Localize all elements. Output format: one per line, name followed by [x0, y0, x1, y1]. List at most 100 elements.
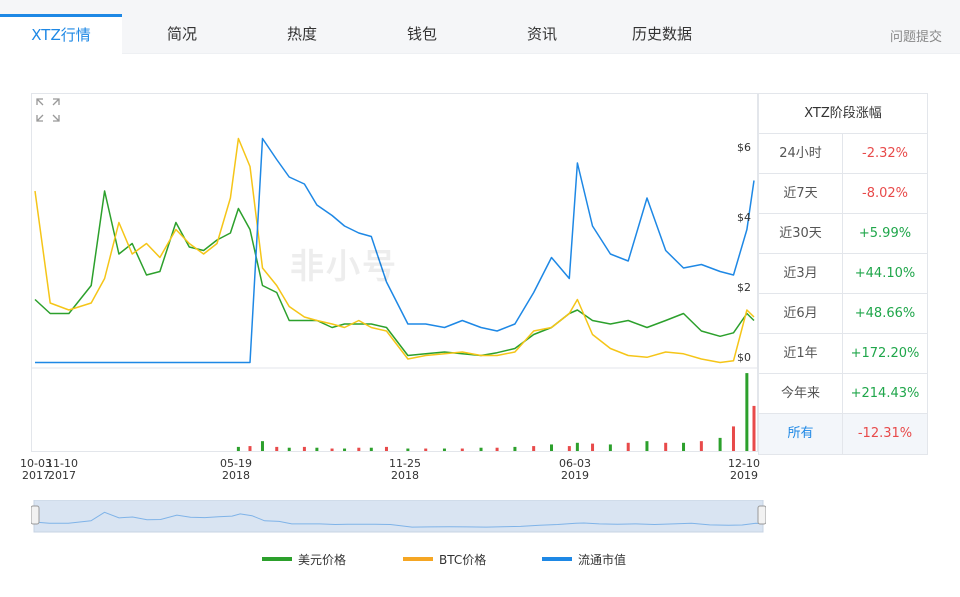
x-tick-label: 12-10 2019	[724, 458, 764, 482]
volume-bar	[645, 441, 649, 451]
volume-bar	[682, 442, 686, 451]
volume-bar	[608, 444, 612, 451]
legend-label: BTC价格	[439, 552, 487, 567]
feedback-link[interactable]: 问题提交	[889, 30, 942, 45]
navigator-handle-right[interactable]	[757, 505, 767, 525]
volume-bar	[567, 446, 571, 451]
stage-value: +5.99%	[858, 226, 912, 241]
stage-label: 近1年	[759, 334, 843, 373]
tab-xtz-market[interactable]: XTZ行情	[0, 14, 122, 54]
tab-news[interactable]: 资讯	[526, 25, 557, 43]
x-tick-year: 2018	[222, 469, 250, 482]
volume-bar	[532, 446, 536, 451]
legend-swatch	[542, 557, 572, 561]
tab-popularity[interactable]: 热度	[286, 25, 317, 43]
volume-bar	[745, 373, 749, 451]
stage-label: 近3月	[759, 254, 843, 293]
x-tick-date: 11-10	[46, 457, 78, 470]
stage-value: +44.10%	[854, 266, 916, 281]
stage-label: 所有	[759, 414, 843, 454]
volume-bar	[664, 442, 668, 451]
stage-row[interactable]: 近1年 +172.20%	[759, 334, 927, 374]
x-tick-year: 2017	[48, 469, 76, 482]
navigator-background	[33, 499, 764, 533]
volume-bar	[330, 448, 334, 451]
volume-bar	[718, 437, 722, 451]
tab-history-data[interactable]: 历史数据	[631, 25, 692, 43]
navigator-handle-left[interactable]	[30, 505, 40, 525]
volume-bar	[287, 447, 291, 451]
volume-bar	[424, 448, 428, 451]
stage-value: +214.43%	[850, 386, 920, 401]
series-line-2	[35, 137, 755, 364]
volume-bar	[479, 447, 483, 451]
stage-value: +48.66%	[854, 306, 916, 321]
stage-row[interactable]: 近3月 +44.10%	[759, 254, 927, 294]
legend-btc-price[interactable]: BTC价格	[403, 550, 486, 568]
x-tick-year: 2018	[391, 469, 419, 482]
x-tick-date: 05-19	[220, 457, 252, 470]
volume-bar	[357, 447, 361, 451]
volume-bar	[460, 448, 464, 451]
stage-value: +172.20%	[850, 346, 920, 361]
x-tick-label: 06-03 2019	[555, 458, 595, 482]
x-tick-label: 05-19 2018	[216, 458, 256, 482]
price-chart-area: 非小号	[31, 93, 758, 452]
tab-bar: XTZ行情 简况 热度 钱包 资讯 历史数据 问题提交	[0, 0, 960, 54]
volume-bar	[550, 444, 554, 451]
volume-bar	[275, 446, 279, 451]
y-tick-label: $2	[737, 281, 751, 294]
x-tick-year: 2019	[730, 469, 758, 482]
volume-bar	[591, 443, 595, 451]
stage-row[interactable]: 近6月 +48.66%	[759, 294, 927, 334]
y-tick-label: $6	[737, 141, 751, 154]
stage-row[interactable]: 今年来 +214.43%	[759, 374, 927, 414]
stage-label: 今年来	[759, 374, 843, 413]
legend-label: 美元价格	[298, 552, 347, 567]
tab-wallet[interactable]: 钱包	[406, 25, 437, 43]
stage-change-title: XTZ阶段涨幅	[759, 94, 927, 134]
x-tick-year: 2019	[561, 469, 589, 482]
volume-bar	[248, 446, 252, 451]
x-tick-label: 10-03 2017	[16, 458, 56, 482]
x-tick-label: 11-10 2017	[42, 458, 82, 482]
fullscreen-icon[interactable]	[34, 96, 62, 124]
stage-label: 近7天	[759, 174, 843, 213]
stage-row[interactable]: 24小时 -2.32%	[759, 134, 927, 174]
x-tick-date: 10-03	[20, 457, 52, 470]
volume-bar	[442, 448, 446, 451]
legend-usd-price[interactable]: 美元价格	[262, 550, 346, 568]
stage-label: 近30天	[759, 214, 843, 253]
range-navigator[interactable]	[30, 499, 767, 536]
price-chart-svg	[32, 137, 757, 451]
stage-value: -12.31%	[857, 426, 913, 441]
volume-bar	[315, 447, 319, 451]
legend-label: 流通市值	[578, 552, 627, 567]
volume-bar	[575, 442, 579, 451]
stage-label: 24小时	[759, 134, 843, 173]
tab-overview[interactable]: 简况	[166, 25, 197, 43]
volume-bar	[495, 447, 499, 451]
legend-swatch	[403, 557, 433, 561]
stage-value: -8.02%	[862, 186, 908, 201]
x-tick-year: 2017	[22, 469, 50, 482]
x-tick-label: 11-25 2018	[385, 458, 425, 482]
volume-bar	[343, 448, 347, 451]
watermark: 非小号	[290, 247, 398, 287]
stage-row[interactable]: 所有 -12.31%	[759, 414, 927, 454]
stage-row[interactable]: 近7天 -8.02%	[759, 174, 927, 214]
volume-bar	[752, 405, 756, 451]
volume-bar	[302, 446, 306, 451]
x-tick-date: 06-03	[559, 457, 591, 470]
volume-bar	[406, 448, 410, 451]
legend-market-cap[interactable]: 流通市值	[542, 550, 626, 568]
legend-swatch	[262, 557, 292, 561]
volume-bar	[236, 446, 240, 451]
stage-row[interactable]: 近30天 +5.99%	[759, 214, 927, 254]
volume-bar	[369, 447, 373, 451]
volume-bar	[260, 441, 264, 451]
volume-bar	[626, 442, 630, 451]
y-tick-label: $0	[737, 351, 751, 364]
volume-bar	[384, 446, 388, 451]
stage-label: 近6月	[759, 294, 843, 333]
